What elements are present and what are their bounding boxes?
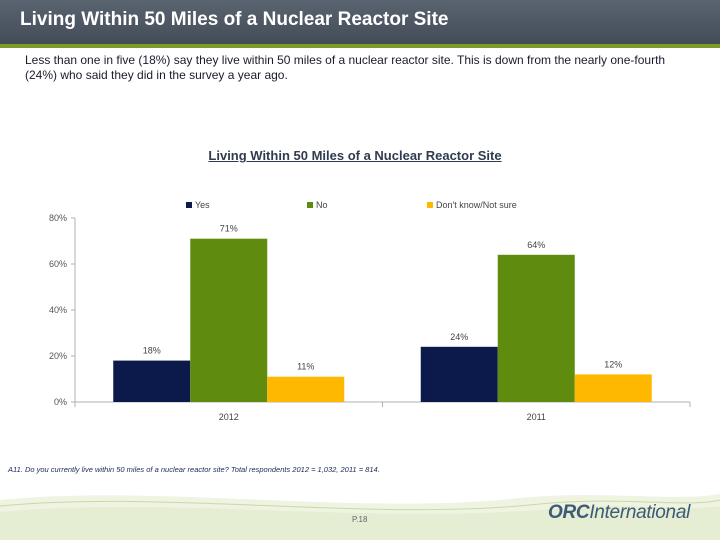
footer-wave-decoration: [0, 494, 720, 540]
legend-swatch-no: [307, 202, 313, 208]
orc-international-logo: ORCInternational: [548, 502, 690, 524]
data-label: 64%: [527, 240, 545, 250]
bar-chart: 0% 20% 40% 60% 80% 18% 71% 11% 2012 24% 64% 12% 2011…: [49, 200, 691, 422]
legend-label: Yes: [195, 200, 210, 210]
chart-title: Living Within 50 Miles of a Nuclear Reac…: [208, 148, 502, 163]
page-title: Living Within 50 Miles of a Nuclear Reac…: [20, 9, 449, 30]
data-label: 18%: [143, 346, 161, 356]
bar-don-t-know-not-sure-2012: [267, 376, 345, 402]
data-label: 71%: [220, 224, 238, 234]
data-label: 12%: [604, 359, 622, 369]
legend-swatch-yes: [186, 202, 192, 208]
y-tick-label: 0%: [54, 397, 67, 407]
bar-no-2011: [497, 254, 575, 402]
y-tick-label: 40%: [49, 305, 67, 315]
y-tick-label: 80%: [49, 213, 67, 223]
intro-text: Less than one in five (18%) say they liv…: [25, 53, 666, 82]
y-tick-label: 20%: [49, 351, 67, 361]
header-accent-rule: [0, 44, 720, 48]
bar-no-2012: [190, 238, 268, 402]
bar-don-t-know-not-sure-2011: [574, 374, 652, 402]
data-label: 24%: [450, 332, 468, 342]
page-number: P.18: [352, 515, 368, 524]
legend-swatch-don-t-know-not-sure: [427, 202, 433, 208]
y-tick-label: 60%: [49, 259, 67, 269]
legend-label: Don't know/Not sure: [436, 200, 517, 210]
legend-label: No: [316, 200, 328, 210]
x-category-label: 2011: [527, 412, 546, 422]
bar-yes-2011: [420, 346, 498, 402]
bar-yes-2012: [113, 360, 191, 402]
header-bar: Living Within 50 Miles of a Nuclear Reac…: [0, 0, 720, 44]
footnote: A11. Do you currently live within 50 mil…: [8, 465, 380, 474]
logo-international-text: International: [589, 502, 691, 523]
data-label: 11%: [297, 362, 314, 372]
x-category-label: 2012: [219, 412, 239, 422]
logo-orc-text: ORC: [548, 502, 590, 523]
